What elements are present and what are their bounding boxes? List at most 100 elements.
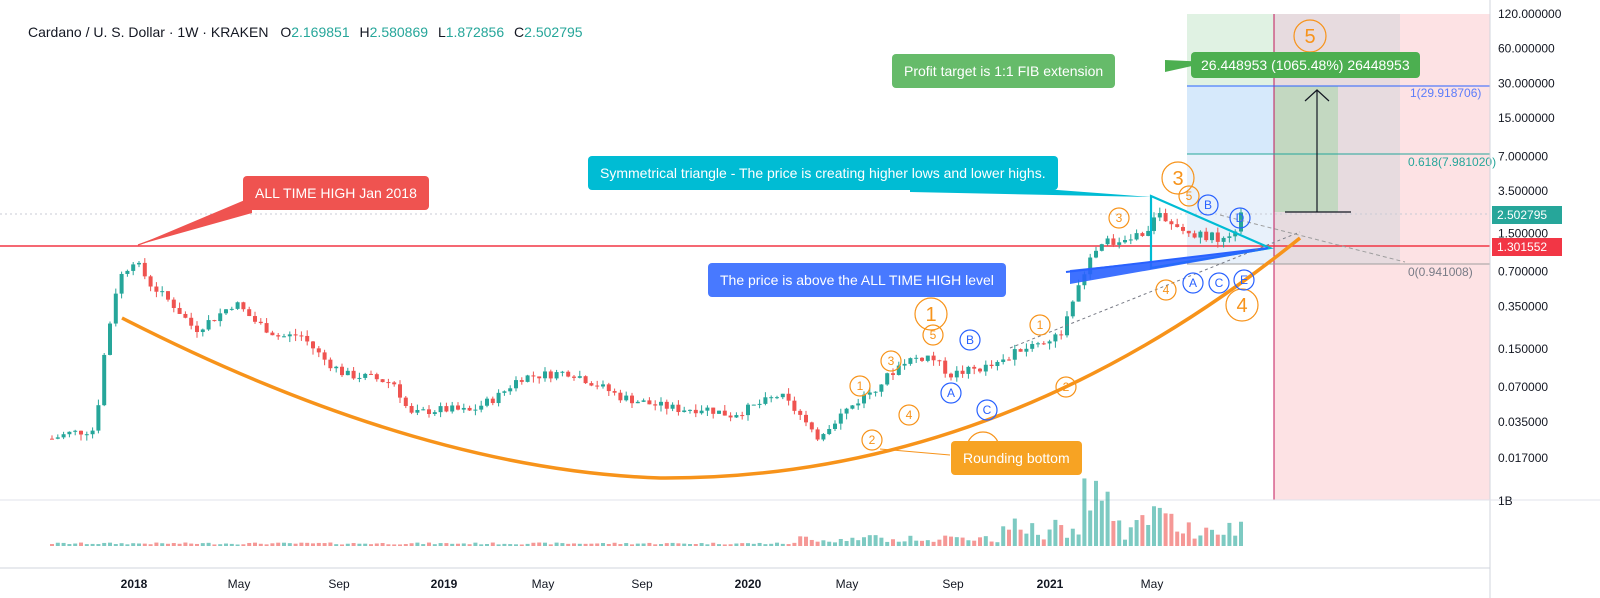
candle-body — [1024, 348, 1029, 352]
volume-bar — [734, 543, 739, 546]
candle-body — [699, 410, 704, 414]
profit-callout[interactable]: Profit target is 1:1 FIB extension — [892, 54, 1116, 88]
candle-body — [1018, 349, 1023, 352]
candle-body — [276, 335, 281, 337]
volume-bar — [438, 543, 443, 546]
candle-body — [1111, 238, 1116, 245]
volume-bar — [682, 543, 687, 546]
candle-body — [316, 348, 321, 353]
candle-body — [572, 376, 576, 378]
candle-body — [751, 404, 756, 406]
volume-bar — [473, 542, 478, 546]
candle-body — [374, 374, 379, 380]
wave-label: A — [1182, 272, 1204, 294]
volume-bar — [137, 543, 141, 546]
wave-label: 1 — [849, 375, 871, 397]
volume-bar — [456, 543, 460, 546]
volume-bar — [601, 543, 605, 546]
wave-label: B — [1197, 194, 1219, 216]
wave-label: 4 — [1155, 279, 1177, 301]
volume-bar — [914, 540, 919, 546]
candle-body — [908, 358, 913, 364]
volume-bar — [618, 544, 623, 546]
volume-bar — [751, 543, 756, 546]
time-tick-label: May — [836, 577, 859, 591]
volume-bar — [444, 543, 449, 546]
candle-body — [978, 368, 982, 372]
candle-body — [258, 321, 263, 324]
candle-body — [519, 380, 524, 382]
time-axis[interactable]: 2018 May Sep 2019 May Sep 2020 May Sep 2021 May — [121, 577, 1164, 591]
wave-label: 5 — [922, 324, 944, 346]
candle-body — [195, 325, 199, 333]
rounding-pointer — [879, 448, 951, 456]
interval[interactable]: 1W — [177, 24, 199, 40]
wave-label: 3 — [1108, 207, 1130, 229]
price-tick-label: 7.000000 — [1498, 149, 1548, 163]
candle-body — [1192, 233, 1197, 238]
volume-bar — [949, 536, 953, 546]
volume-bar — [113, 544, 118, 546]
price-tick-label: 0.017000 — [1498, 451, 1548, 465]
candle-body — [508, 388, 513, 392]
low-value: 1.872856 — [445, 24, 505, 40]
candle-body — [90, 430, 95, 435]
price-tick-label: 0.350000 — [1498, 299, 1548, 313]
candle-body — [1175, 224, 1180, 228]
candle-body — [920, 357, 924, 361]
candle-body — [514, 380, 518, 389]
ath-callout[interactable]: ALL TIME HIGH Jan 2018 — [243, 176, 429, 210]
volume-bar — [398, 544, 402, 546]
candle-body — [1070, 301, 1075, 317]
candle-body — [1239, 212, 1243, 232]
volume-bar — [873, 535, 878, 546]
volume-bar — [983, 536, 988, 546]
above-ath-callout[interactable]: The price is above the ALL TIME HIGH lev… — [708, 263, 1006, 297]
volume-bar — [328, 542, 333, 546]
price-tick-label: 3.500000 — [1498, 184, 1548, 198]
ath-price-text: 1.301552 — [1497, 240, 1547, 254]
volume-bar — [84, 544, 89, 546]
volume-bar — [1099, 500, 1104, 546]
candle-body — [1186, 230, 1191, 234]
svg-text:2: 2 — [869, 433, 876, 447]
volume-bar — [589, 543, 594, 546]
volume-bar — [560, 543, 565, 546]
candle-body — [282, 336, 286, 338]
volume-bar — [334, 544, 339, 546]
volume-bar — [757, 542, 762, 546]
candle-body — [380, 379, 385, 383]
candle-body — [67, 431, 72, 435]
volume-bar — [415, 542, 420, 546]
candle-body — [705, 407, 710, 411]
candle-body — [363, 373, 368, 378]
measure-arrow-head — [1304, 89, 1330, 102]
triangle-callout[interactable]: Symmetrical triangle - The price is crea… — [588, 156, 1058, 190]
high-label: H — [359, 24, 370, 40]
exchange: KRAKEN — [210, 24, 269, 40]
volume-bar — [1227, 522, 1232, 546]
symbol-name[interactable]: Cardano / U. S. Dollar — [28, 24, 165, 40]
volume-bar — [548, 544, 553, 546]
candle-body — [328, 359, 333, 369]
measure-callout[interactable]: 26.448953 (1065.48%) 26448953 — [1191, 52, 1420, 78]
volume-bar — [1221, 534, 1226, 546]
candle-body — [995, 361, 1000, 367]
wave-label: A — [940, 382, 962, 404]
rounding-callout[interactable]: Rounding bottom — [951, 441, 1082, 475]
candle-body — [293, 334, 298, 336]
volume-bar — [241, 544, 246, 546]
volume-bar — [954, 537, 959, 546]
volume-bar — [1186, 522, 1191, 546]
candle-body — [856, 403, 861, 406]
volume-bar — [1076, 534, 1081, 546]
candle-body — [902, 363, 907, 366]
candle-body — [84, 434, 89, 436]
candle-body — [403, 397, 408, 406]
volume-bar — [1140, 515, 1145, 546]
volume-bar — [264, 544, 269, 546]
volume-bar — [960, 537, 965, 546]
price-axis[interactable]: 120.000000 60.000000 30.000000 15.000000 7.0… — [1498, 7, 1562, 465]
volume-bar — [380, 543, 385, 546]
